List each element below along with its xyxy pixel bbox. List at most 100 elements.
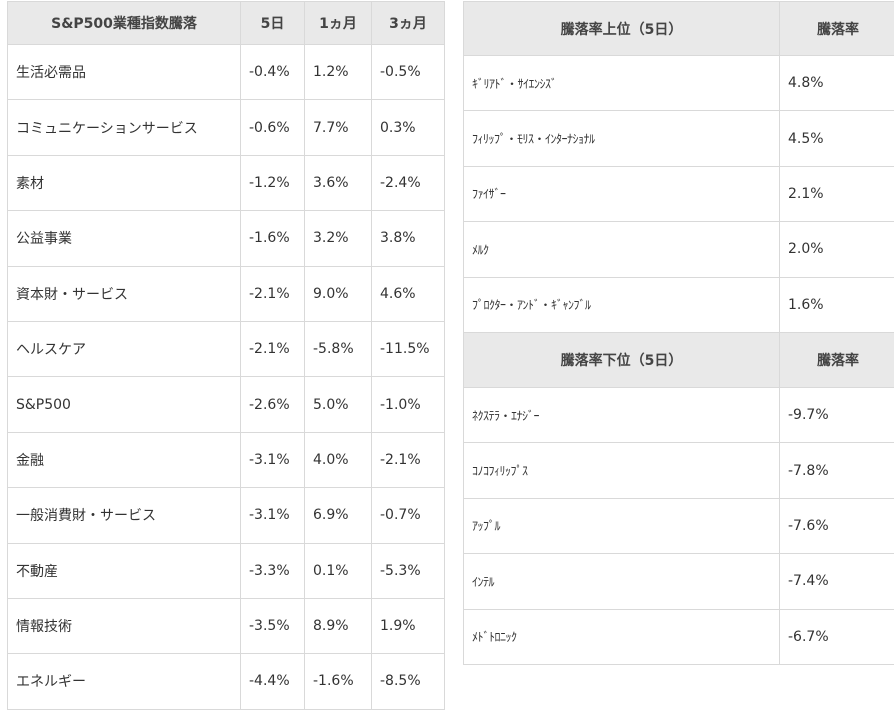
- losers-row: ｺﾉｺﾌｨﾘｯﾌﾟｽ -7.8%: [463, 442, 894, 499]
- stock-rate: 1.6%: [779, 276, 894, 333]
- sector-name: コミュニケーションサービス: [7, 99, 241, 156]
- stock-rate: -7.8%: [779, 442, 894, 499]
- sector-name: 金融: [7, 431, 241, 489]
- sector-1m-value: 5.0%: [304, 376, 372, 433]
- stock-rate: -7.6%: [779, 497, 894, 555]
- sector-row: S&P500 -2.6% 5.0% -1.0%: [7, 376, 445, 433]
- sector-3m-value: -8.5%: [371, 653, 445, 710]
- sector-5d-value: -3.1%: [240, 431, 305, 489]
- sector-1m-value: 4.0%: [304, 431, 372, 489]
- gainers-header-rate: 騰落率: [779, 1, 894, 56]
- sector-3m-value: -2.4%: [371, 154, 445, 212]
- stock-name: ﾌﾟﾛｸﾀｰ・ｱﾝﾄﾞ・ｷﾞｬﾝﾌﾞﾙ: [463, 276, 780, 333]
- gainers-header-name: 騰落率上位（5日）: [463, 1, 780, 56]
- sector-1m-value: 6.9%: [304, 487, 372, 544]
- sector-name: 資本財・サービス: [7, 265, 241, 322]
- sector-3m-value: -11.5%: [371, 320, 445, 378]
- sector-5d-value: -2.6%: [240, 376, 305, 433]
- gainers-row: ｷﾞﾘｱﾄﾞ・ｻｲｴﾝｼｽﾞ 4.8%: [463, 54, 894, 112]
- stock-rate: 2.0%: [779, 221, 894, 278]
- gainers-row: ﾒﾙｸ 2.0%: [463, 221, 894, 278]
- losers-row: ﾈｸｽﾃﾗ・ｴﾅｼﾞｰ -9.7%: [463, 386, 894, 444]
- sector-row: 一般消費財・サービス -3.1% 6.9% -0.7%: [7, 487, 445, 544]
- losers-row: ｱｯﾌﾟﾙ -7.6%: [463, 497, 894, 555]
- stock-name: ﾌｨﾘｯﾌﾟ・ﾓﾘｽ・ｲﾝﾀｰﾅｼｮﾅﾙ: [463, 110, 780, 167]
- sector-5d-value: -0.4%: [240, 43, 305, 101]
- stock-rate: 4.8%: [779, 54, 894, 112]
- sector-3m-value: 3.8%: [371, 210, 445, 267]
- sector-1m-value: -1.6%: [304, 653, 372, 710]
- sector-3m-value: -0.7%: [371, 487, 445, 544]
- stock-rate: -6.7%: [779, 608, 894, 665]
- sector-name: 一般消費財・サービス: [7, 487, 241, 544]
- sector-header-1m: 1ヵ月: [304, 1, 372, 45]
- sector-1m-value: 7.7%: [304, 99, 372, 156]
- sector-5d-value: -0.6%: [240, 99, 305, 156]
- sector-row: ヘルスケア -2.1% -5.8% -11.5%: [7, 320, 445, 378]
- sector-header-3m: 3ヵ月: [371, 1, 445, 45]
- sector-name: 素材: [7, 154, 241, 212]
- sector-row: コミュニケーションサービス -0.6% 7.7% 0.3%: [7, 99, 445, 156]
- stock-rate: -9.7%: [779, 386, 894, 444]
- sector-1m-value: 1.2%: [304, 43, 372, 101]
- sector-5d-value: -4.4%: [240, 653, 305, 710]
- sector-name: 不動産: [7, 542, 241, 599]
- sector-1m-value: -5.8%: [304, 320, 372, 378]
- sector-header-name: S&P500業種指数騰落: [7, 1, 241, 45]
- sector-header-row: S&P500業種指数騰落 5日 1ヵ月 3ヵ月: [7, 1, 445, 45]
- gainers-row: ﾌｧｲｻﾞｰ 2.1%: [463, 165, 894, 223]
- sector-5d-value: -2.1%: [240, 320, 305, 378]
- sector-3m-value: -2.1%: [371, 431, 445, 489]
- stock-name: ｲﾝﾃﾙ: [463, 553, 780, 610]
- sector-3m-value: 4.6%: [371, 265, 445, 322]
- stock-rate: -7.4%: [779, 553, 894, 610]
- sector-name: 情報技術: [7, 597, 241, 655]
- losers-header-row: 騰落率下位（5日） 騰落率: [463, 332, 894, 388]
- sector-name: 公益事業: [7, 210, 241, 267]
- sector-row: 生活必需品 -0.4% 1.2% -0.5%: [7, 43, 445, 101]
- sector-name: ヘルスケア: [7, 320, 241, 378]
- sector-1m-value: 0.1%: [304, 542, 372, 599]
- sector-3m-value: 1.9%: [371, 597, 445, 655]
- stock-name: ｷﾞﾘｱﾄﾞ・ｻｲｴﾝｼｽﾞ: [463, 54, 780, 112]
- losers-row: ｲﾝﾃﾙ -7.4%: [463, 553, 894, 610]
- sector-row: 公益事業 -1.6% 3.2% 3.8%: [7, 210, 445, 267]
- sector-row: 資本財・サービス -2.1% 9.0% 4.6%: [7, 265, 445, 322]
- sector-1m-value: 3.6%: [304, 154, 372, 212]
- sector-name: 生活必需品: [7, 43, 241, 101]
- stock-name: ﾒﾄﾞﾄﾛﾆｯｸ: [463, 608, 780, 665]
- sector-5d-value: -1.6%: [240, 210, 305, 267]
- sector-row: 金融 -3.1% 4.0% -2.1%: [7, 431, 445, 489]
- sector-3m-value: -5.3%: [371, 542, 445, 599]
- sector-5d-value: -3.3%: [240, 542, 305, 599]
- losers-header-rate: 騰落率: [779, 332, 894, 388]
- stock-name: ｱｯﾌﾟﾙ: [463, 497, 780, 555]
- top-losers-table: 騰落率下位（5日） 騰落率 ﾈｸｽﾃﾗ・ｴﾅｼﾞｰ -9.7% ｺﾉｺﾌｨﾘｯﾌﾟｽ…: [463, 332, 894, 665]
- stock-name: ｺﾉｺﾌｨﾘｯﾌﾟｽ: [463, 442, 780, 499]
- gainers-header-row: 騰落率上位（5日） 騰落率: [463, 1, 894, 56]
- sector-1m-value: 9.0%: [304, 265, 372, 322]
- sector-1m-value: 8.9%: [304, 597, 372, 655]
- sector-row: 不動産 -3.3% 0.1% -5.3%: [7, 542, 445, 599]
- sector-5d-value: -2.1%: [240, 265, 305, 322]
- gainers-row: ﾌﾟﾛｸﾀｰ・ｱﾝﾄﾞ・ｷﾞｬﾝﾌﾞﾙ 1.6%: [463, 276, 894, 333]
- stock-rate: 2.1%: [779, 165, 894, 223]
- sector-name: エネルギー: [7, 653, 241, 710]
- stock-name: ﾌｧｲｻﾞｰ: [463, 165, 780, 223]
- sector-5d-value: -3.5%: [240, 597, 305, 655]
- top-gainers-table: 騰落率上位（5日） 騰落率 ｷﾞﾘｱﾄﾞ・ｻｲｴﾝｼｽﾞ 4.8% ﾌｨﾘｯﾌﾟ・ﾓ…: [463, 1, 894, 333]
- sector-header-5d: 5日: [240, 1, 305, 45]
- sector-1m-value: 3.2%: [304, 210, 372, 267]
- gainers-row: ﾌｨﾘｯﾌﾟ・ﾓﾘｽ・ｲﾝﾀｰﾅｼｮﾅﾙ 4.5%: [463, 110, 894, 167]
- sector-5d-value: -1.2%: [240, 154, 305, 212]
- losers-row: ﾒﾄﾞﾄﾛﾆｯｸ -6.7%: [463, 608, 894, 665]
- sector-3m-value: 0.3%: [371, 99, 445, 156]
- stock-name: ﾈｸｽﾃﾗ・ｴﾅｼﾞｰ: [463, 386, 780, 444]
- stock-name: ﾒﾙｸ: [463, 221, 780, 278]
- losers-header-name: 騰落率下位（5日）: [463, 332, 780, 388]
- sector-3m-value: -1.0%: [371, 376, 445, 433]
- stock-rate: 4.5%: [779, 110, 894, 167]
- sector-row: 情報技術 -3.5% 8.9% 1.9%: [7, 597, 445, 655]
- sector-row: エネルギー -4.4% -1.6% -8.5%: [7, 653, 445, 710]
- sector-performance-table: S&P500業種指数騰落 5日 1ヵ月 3ヵ月 生活必需品 -0.4% 1.2% -0…: [7, 1, 445, 710]
